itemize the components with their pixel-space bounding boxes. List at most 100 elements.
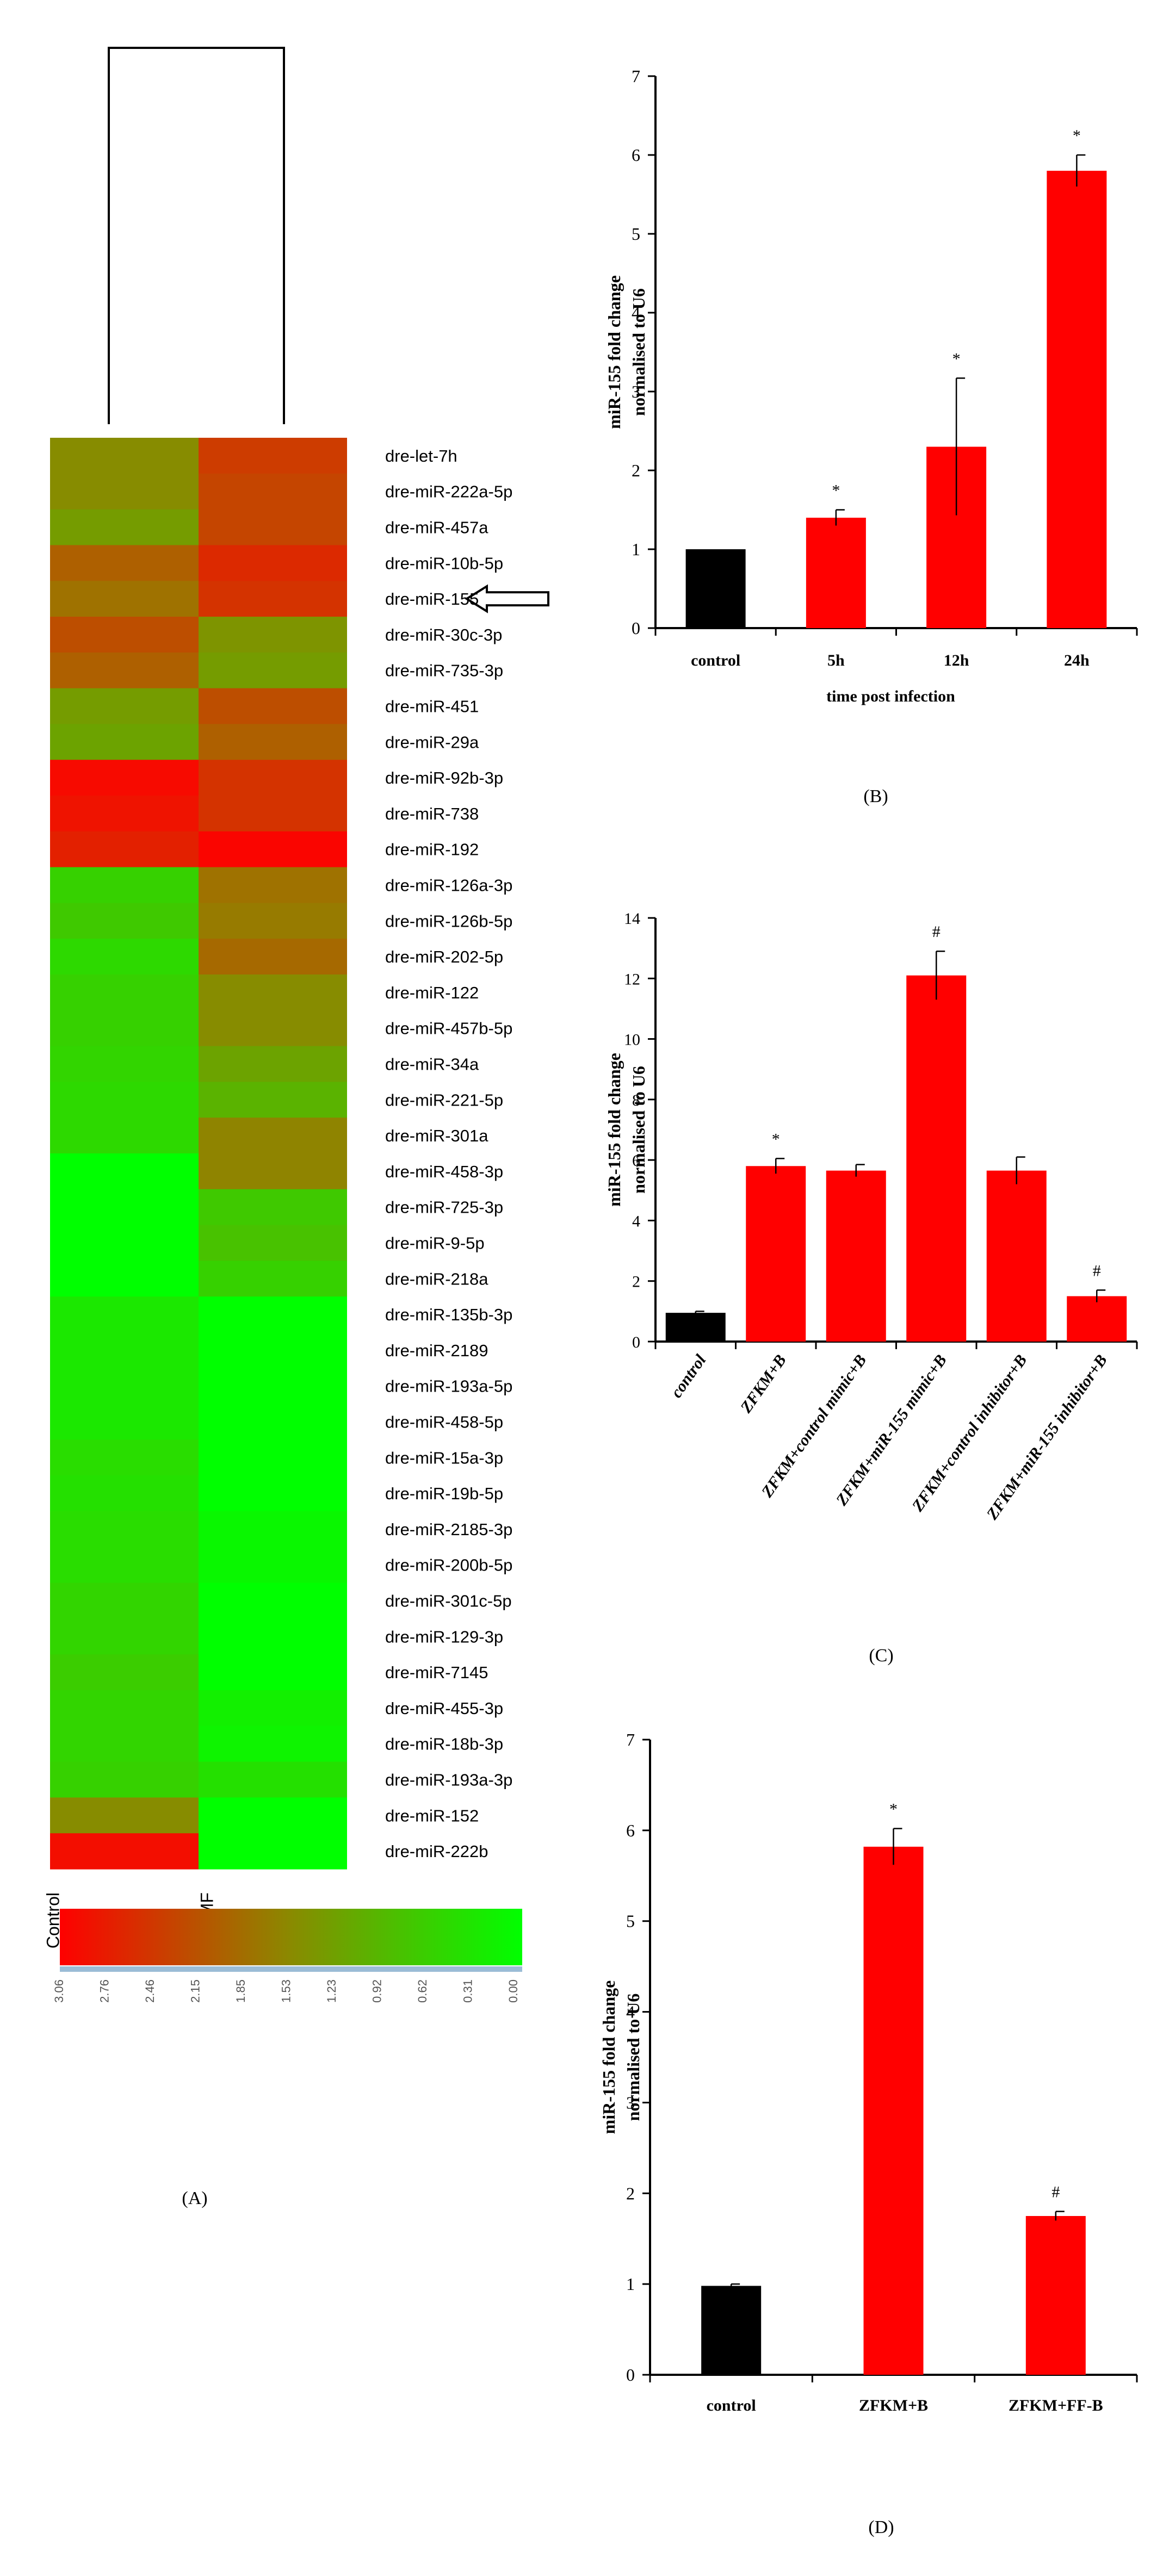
- x-tick-label: 24h: [1064, 651, 1090, 669]
- heatmap-cell: [50, 1404, 199, 1440]
- heatmap-row-label: dre-let-7h: [385, 446, 457, 465]
- bar: [685, 549, 746, 628]
- y-axis-label: normalised to U6: [629, 1066, 648, 1194]
- color-scale-tick-label: 2.46: [143, 1979, 157, 2003]
- heatmap-cell: [50, 1547, 199, 1584]
- heatmap-cell: [199, 939, 347, 975]
- panel-label-a: (A): [182, 2188, 207, 2208]
- heatmap-cell: [199, 1153, 347, 1190]
- heatmap-cell: [50, 831, 199, 868]
- heatmap-cell: [199, 796, 347, 832]
- heatmap-row-label: dre-miR-458-3p: [385, 1162, 503, 1181]
- heatmap-cell: [50, 509, 199, 545]
- heatmap-cell: [199, 1690, 347, 1727]
- color-scale-ticks: 3.06 2.76 2.46 2.15 1.85 1.53 1.23 0.92 0.62 0.31…: [52, 1979, 520, 2003]
- heatmap-cell: [50, 1690, 199, 1727]
- heatmap-cell: [199, 1725, 347, 1762]
- heatmap-cell: [50, 1797, 199, 1834]
- heatmap-row-label: dre-miR-218a: [385, 1269, 488, 1288]
- heatmap-cell: [199, 974, 347, 1011]
- bar: [826, 1170, 886, 1342]
- heatmap-cell: [199, 473, 347, 510]
- color-scale-tick-label: 2.76: [98, 1979, 112, 2003]
- color-scale-tick-label: 0.31: [461, 1979, 475, 2003]
- heatmap-cell: [50, 1475, 199, 1512]
- heatmap-cell: [199, 867, 347, 903]
- heatmap-row-label: dre-miR-202-5p: [385, 947, 503, 966]
- bar: [746, 1166, 806, 1342]
- y-tick-label: 5: [626, 1911, 635, 1931]
- heatmap-cell: [199, 1582, 347, 1619]
- heatmap-row-label: dre-miR-301a: [385, 1126, 488, 1145]
- heatmap-cell: [50, 1439, 199, 1476]
- y-tick-label: 1: [626, 2274, 635, 2294]
- heatmap-row-label: dre-miR-9-5p: [385, 1234, 485, 1253]
- heatmap-cell: [199, 509, 347, 545]
- heatmap-row-label: dre-miR-122: [385, 983, 479, 1002]
- y-axis-label: normalised to U6: [623, 1994, 643, 2121]
- heatmap-cell: [199, 1511, 347, 1548]
- heatmap-row-label: dre-miR-458-5p: [385, 1413, 503, 1432]
- heatmap-row-label: dre-miR-155: [385, 589, 479, 609]
- heatmap-column-label: Control: [44, 1892, 63, 1948]
- heatmap-row-label: dre-miR-135b-3p: [385, 1305, 512, 1324]
- heatmap-cell: [50, 1332, 199, 1369]
- heatmap-row-label: dre-miR-457a: [385, 518, 488, 537]
- heatmap-cell: [50, 1082, 199, 1118]
- heatmap-row-label: dre-miR-30c-3p: [385, 625, 502, 644]
- x-tick-label: control: [691, 651, 740, 669]
- heatmap-cell: [50, 1118, 199, 1154]
- heatmap-row-label: dre-miR-10b-5p: [385, 554, 503, 573]
- color-scale-tick-label: 3.06: [52, 1979, 66, 2003]
- chart-panel-d: 0 1 2 3 4 5 6 7 miR-155 fold change normalised to…: [599, 1730, 1138, 2537]
- x-axis-label: time post infection: [826, 687, 955, 705]
- heatmap-cell: [199, 1368, 347, 1405]
- heatmap-row-label: dre-miR-301c-5p: [385, 1592, 512, 1611]
- y-tick-label: 3: [632, 382, 640, 401]
- row-arrow-icon: [465, 584, 549, 613]
- heatmap-cell: [50, 617, 199, 653]
- color-scale-tick-label: 0.62: [416, 1979, 429, 2003]
- heatmap-cell: [199, 1833, 347, 1870]
- bar: [1047, 171, 1107, 628]
- color-scale-tick-label: 2.15: [189, 1979, 202, 2003]
- heatmap-cell: [50, 438, 199, 474]
- bar: [906, 975, 967, 1342]
- heatmap-cell: [199, 545, 347, 581]
- heatmap-cell: [199, 1797, 347, 1834]
- heatmap-row-label: dre-miR-221-5p: [385, 1090, 503, 1109]
- color-scale-tick-label: 1.23: [325, 1979, 338, 2003]
- heatmap-row-label: dre-miR-738: [385, 804, 479, 823]
- heatmap-row-label: dre-miR-19b-5p: [385, 1484, 503, 1503]
- heatmap-cell: [50, 1261, 199, 1297]
- y-tick-label: 0: [632, 1333, 640, 1351]
- heatmap-row-label: dre-miR-2185-3p: [385, 1520, 512, 1539]
- heatmap-column-labels: Control MF: [44, 1892, 217, 1948]
- y-axis-label: miR-155 fold change: [599, 1981, 618, 2134]
- panel-label: (C): [869, 1646, 893, 1666]
- x-tick-label: ZFKM+FF-B: [1009, 2397, 1103, 2414]
- x-tick-label: ZFKM+B: [737, 1351, 790, 1417]
- heatmap-cell: [199, 1618, 347, 1655]
- heatmap-row-label: dre-miR-222b: [385, 1842, 488, 1861]
- x-tick-label: ZFKM+B: [859, 2397, 928, 2414]
- heatmap-cell: [199, 1225, 347, 1261]
- significance-marker: *: [952, 350, 961, 368]
- heatmap-cell: [199, 652, 347, 689]
- heatmap-row-label: dre-miR-15a-3p: [385, 1448, 503, 1467]
- heatmap-cell: [50, 473, 199, 510]
- y-tick-label: 6: [632, 145, 640, 165]
- heatmap-cell: [50, 760, 199, 796]
- bar: [701, 2286, 762, 2375]
- heatmap-cell: [50, 1225, 199, 1261]
- color-scale-bar: [60, 1909, 522, 1965]
- heatmap-cell: [199, 438, 347, 474]
- y-tick-label: 2: [632, 1273, 640, 1291]
- significance-marker: *: [772, 1130, 780, 1148]
- y-tick-label: 4: [632, 1212, 640, 1230]
- significance-marker: #: [932, 923, 941, 941]
- heatmap-cell: [199, 1010, 347, 1047]
- y-tick-label: 5: [632, 224, 640, 244]
- chart-panel-b: 0 1 2 3 4 5 6 7 miR-155 fold change normalised to…: [604, 66, 1138, 806]
- significance-marker: *: [889, 1801, 898, 1818]
